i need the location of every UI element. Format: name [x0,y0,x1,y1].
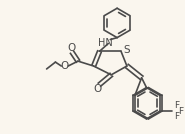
Text: F: F [174,101,179,110]
Text: O: O [93,83,102,94]
Text: F: F [174,112,179,121]
Text: O: O [67,43,75,53]
Text: F: F [178,107,183,116]
Text: S: S [123,45,130,55]
Text: HN: HN [98,38,113,48]
Text: O: O [60,61,68,71]
